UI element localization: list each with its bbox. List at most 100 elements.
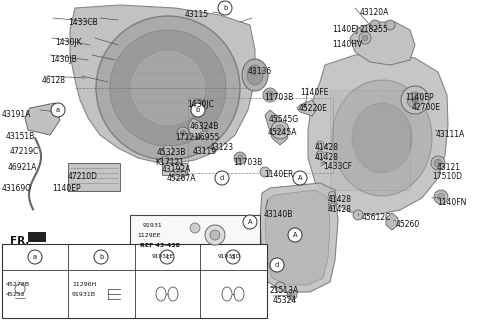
Ellipse shape — [242, 59, 268, 91]
Text: 1433CB: 1433CB — [68, 18, 98, 27]
Circle shape — [260, 167, 270, 177]
Circle shape — [215, 171, 229, 185]
Text: 43192A: 43192A — [162, 165, 192, 174]
Bar — [2, 244, 267, 318]
Text: 91931E: 91931E — [152, 255, 174, 259]
Text: 45324: 45324 — [273, 296, 297, 305]
Text: 11703B: 11703B — [233, 158, 262, 167]
Circle shape — [160, 250, 174, 264]
Circle shape — [234, 152, 246, 164]
Text: 45323B: 45323B — [157, 148, 186, 157]
Text: 47210D: 47210D — [68, 172, 98, 181]
Text: 41428: 41428 — [315, 143, 339, 152]
Circle shape — [270, 258, 284, 272]
Text: 91931: 91931 — [143, 223, 163, 228]
Circle shape — [243, 215, 257, 229]
Text: 17510D: 17510D — [432, 172, 462, 181]
Text: 43115: 43115 — [185, 10, 209, 19]
Text: 45278B: 45278B — [6, 282, 30, 287]
Text: 45612C: 45612C — [362, 213, 391, 222]
Bar — [188, 98, 333, 173]
Text: c: c — [165, 254, 169, 260]
Text: 43119: 43119 — [193, 147, 217, 156]
Text: 21513A: 21513A — [270, 286, 299, 295]
Text: 41428: 41428 — [328, 195, 352, 204]
Text: 17121: 17121 — [175, 133, 199, 142]
Bar — [130, 215, 260, 277]
Polygon shape — [25, 103, 60, 135]
Circle shape — [94, 250, 108, 264]
Text: a: a — [56, 107, 60, 113]
Circle shape — [237, 155, 243, 161]
Text: 46324B: 46324B — [190, 122, 219, 131]
Text: 45245A: 45245A — [268, 128, 298, 137]
Ellipse shape — [271, 121, 289, 139]
Circle shape — [263, 88, 277, 102]
Text: 43121: 43121 — [437, 163, 461, 172]
Text: 43136: 43136 — [248, 67, 272, 76]
Text: 91931B: 91931B — [72, 292, 96, 297]
Text: 45220E: 45220E — [299, 104, 328, 113]
Polygon shape — [265, 190, 330, 285]
Text: 46128: 46128 — [42, 76, 66, 85]
Circle shape — [196, 146, 204, 154]
Polygon shape — [386, 213, 398, 230]
Text: 43169O: 43169O — [2, 184, 32, 193]
Text: 43111A: 43111A — [436, 130, 465, 139]
Circle shape — [163, 145, 173, 155]
Text: 46921A: 46921A — [8, 163, 37, 172]
Ellipse shape — [96, 16, 240, 160]
Text: K17121: K17121 — [155, 158, 184, 167]
Text: 41428: 41428 — [328, 205, 352, 214]
Circle shape — [328, 192, 336, 198]
Text: FR.: FR. — [10, 236, 29, 246]
Ellipse shape — [407, 92, 423, 108]
Text: 42700E: 42700E — [412, 103, 441, 112]
Text: 43140B: 43140B — [264, 210, 293, 219]
Polygon shape — [188, 118, 203, 138]
Circle shape — [28, 250, 42, 264]
Circle shape — [177, 127, 189, 139]
Circle shape — [192, 99, 204, 111]
Circle shape — [190, 223, 200, 233]
Ellipse shape — [401, 86, 429, 114]
Ellipse shape — [247, 65, 263, 85]
Bar — [162, 163, 187, 175]
Text: a: a — [33, 254, 37, 260]
Text: 45260: 45260 — [396, 220, 420, 229]
Bar — [28, 232, 46, 242]
Circle shape — [293, 171, 307, 185]
Text: d: d — [220, 175, 224, 181]
Text: 47219C: 47219C — [10, 147, 39, 156]
Text: d: d — [275, 262, 279, 268]
Circle shape — [316, 141, 324, 149]
Text: A: A — [298, 175, 302, 181]
Polygon shape — [350, 22, 415, 65]
Text: b: b — [223, 5, 227, 11]
Circle shape — [226, 250, 240, 264]
Text: b: b — [99, 254, 103, 260]
Circle shape — [218, 1, 232, 15]
Text: 1433CF: 1433CF — [323, 162, 352, 171]
Ellipse shape — [130, 50, 206, 126]
Polygon shape — [308, 53, 448, 215]
Polygon shape — [260, 183, 338, 292]
Text: A: A — [248, 219, 252, 225]
Circle shape — [205, 225, 225, 245]
Circle shape — [200, 131, 208, 139]
Circle shape — [287, 290, 297, 300]
Polygon shape — [70, 5, 255, 163]
Text: 1140FN: 1140FN — [437, 198, 467, 207]
Text: A: A — [293, 232, 297, 238]
Text: 1140EP: 1140EP — [405, 93, 433, 102]
Circle shape — [412, 97, 418, 103]
Text: 1129EE: 1129EE — [137, 233, 160, 238]
Ellipse shape — [437, 194, 444, 200]
Text: 1430JB: 1430JB — [50, 55, 77, 64]
Circle shape — [385, 20, 395, 30]
Circle shape — [210, 230, 220, 240]
Text: 1430JK: 1430JK — [55, 38, 82, 47]
Text: 91931O: 91931O — [218, 255, 241, 259]
Text: d: d — [231, 254, 235, 260]
Ellipse shape — [352, 103, 412, 173]
